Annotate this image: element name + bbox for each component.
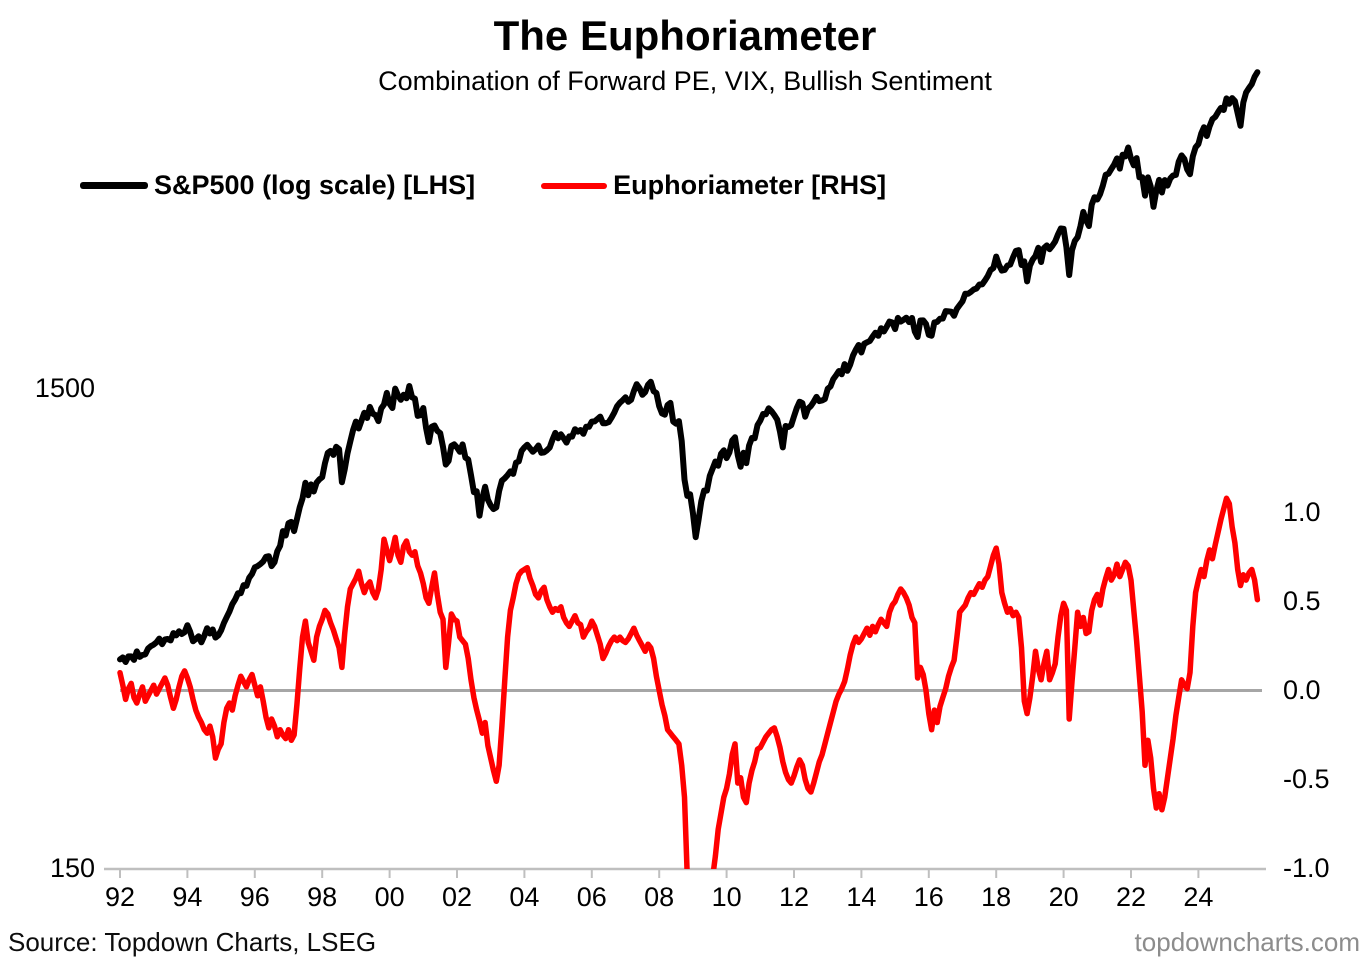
x-axis-tick-label: 20 [1048,882,1079,912]
source-note: Source: Topdown Charts, LSEG [8,927,377,957]
left-axis-tick-label: 150 [49,852,95,883]
x-axis-tick-label: 02 [441,882,473,912]
x-axis-tick-label: 24 [1183,882,1214,912]
x-axis-tick-label: 08 [644,882,675,912]
euphoriameter-legend-swatch [541,182,608,189]
legend: S&P500 (log scale) [LHS] Euphoriameter [… [80,170,886,201]
x-axis-tick-label: 92 [104,882,136,912]
x-axis-tick-label: 04 [509,882,540,912]
x-axis-tick-label: 06 [576,882,607,912]
euphoriameter-legend-label: Euphoriameter [RHS] [613,170,887,200]
right-axis-tick-label: 0.5 [1283,585,1321,616]
right-axis-tick-label: -0.5 [1283,763,1330,794]
right-axis-tick-label: -1.0 [1283,852,1330,883]
sp500-legend-label: S&P500 (log scale) [LHS] [154,170,476,200]
x-axis-tick-label: 12 [778,882,810,912]
right-axis-tick-label: 0.0 [1283,674,1321,705]
x-axis-tick-label: 14 [846,882,877,912]
x-axis-tick-label: 98 [307,882,338,912]
sp500-line [117,69,1261,665]
chart-subtitle: Combination of Forward PE, VIX, Bullish … [378,66,992,96]
x-axis-tick-label: 94 [172,882,203,912]
x-axis-tick-label: 96 [239,882,270,912]
x-axis-tick-label: 22 [1115,882,1147,912]
x-axis-tick-label: 10 [711,882,742,912]
right-axis-tick-label: 1.0 [1283,496,1321,527]
series-layer [117,69,1261,869]
left-axis-tick-label: 1500 [34,372,95,403]
watermark: topdowncharts.com [1134,927,1360,957]
sp500-legend-swatch [80,182,148,189]
x-axis-tick-label: 00 [374,882,405,912]
x-axis-tick-label: 16 [913,882,944,912]
chart-title: The Euphoriameter [493,12,877,59]
euphoriameter-line [117,495,1261,869]
x-axis-tick-label: 18 [981,882,1012,912]
